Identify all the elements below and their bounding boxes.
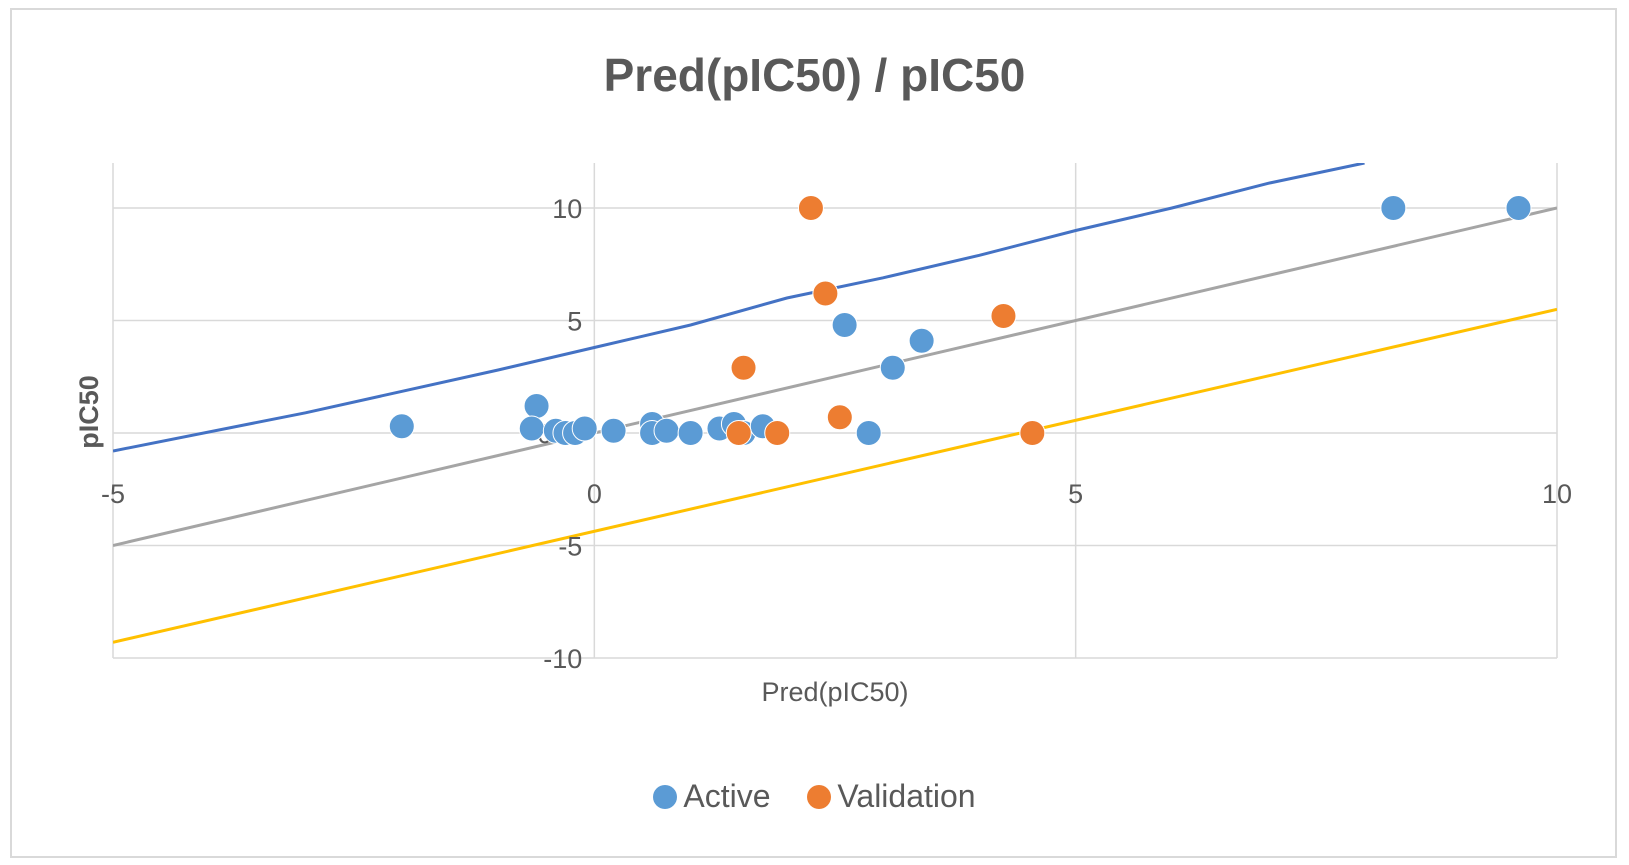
- reference-lines: [113, 163, 1557, 644]
- active-point-11: [677, 420, 704, 446]
- active-point-21: [1505, 195, 1532, 221]
- active-point-19: [908, 327, 935, 354]
- data-points: [388, 195, 1532, 446]
- reference-line-upper: [113, 163, 1365, 453]
- x-tick-label--5: -5: [101, 479, 125, 509]
- legend: Active Validation: [0, 778, 1629, 817]
- validation-point-3: [725, 420, 752, 446]
- active-point-10: [653, 417, 680, 444]
- legend-marker-active: [653, 784, 678, 809]
- active-point-0: [388, 413, 415, 440]
- active-point-6: [571, 415, 598, 442]
- y-axis-title: pIC50: [74, 375, 104, 449]
- active-point-1: [523, 393, 550, 419]
- legend-item-active: Active: [653, 778, 771, 815]
- reference-line-lower: [113, 307, 1557, 644]
- validation-point-4: [764, 420, 791, 446]
- legend-marker-validation: [807, 784, 832, 809]
- active-point-18: [879, 354, 906, 381]
- legend-label-validation: Validation: [837, 778, 976, 814]
- active-point-17: [855, 420, 882, 446]
- gridlines: [112, 163, 1558, 659]
- active-point-7: [600, 417, 627, 444]
- validation-point-1: [812, 280, 839, 307]
- y-tick-label--10: -10: [543, 644, 582, 674]
- validation-point-7: [1019, 420, 1046, 446]
- x-axis-title: Pred(pIC50): [761, 677, 908, 707]
- active-point-16: [831, 312, 858, 338]
- validation-point-6: [990, 303, 1017, 329]
- validation-point-0: [797, 195, 824, 221]
- y-tick-label-10: 10: [552, 194, 582, 224]
- y-tick-label-5: 5: [567, 307, 582, 337]
- chart-title: Pred(pIC50) / pIC50: [603, 49, 1026, 101]
- y-tick-label--5: -5: [558, 532, 582, 562]
- validation-point-5: [826, 404, 853, 431]
- x-tick-label-5: 5: [1068, 479, 1083, 509]
- x-tick-label-10: 10: [1542, 479, 1572, 509]
- reference-line-identity: [113, 206, 1557, 547]
- active-point-20: [1380, 195, 1407, 221]
- validation-point-2: [730, 354, 757, 381]
- legend-item-validation: Validation: [807, 778, 976, 815]
- active-point-2: [518, 415, 545, 442]
- x-tick-label-0: 0: [587, 479, 602, 509]
- legend-label-active: Active: [683, 778, 771, 814]
